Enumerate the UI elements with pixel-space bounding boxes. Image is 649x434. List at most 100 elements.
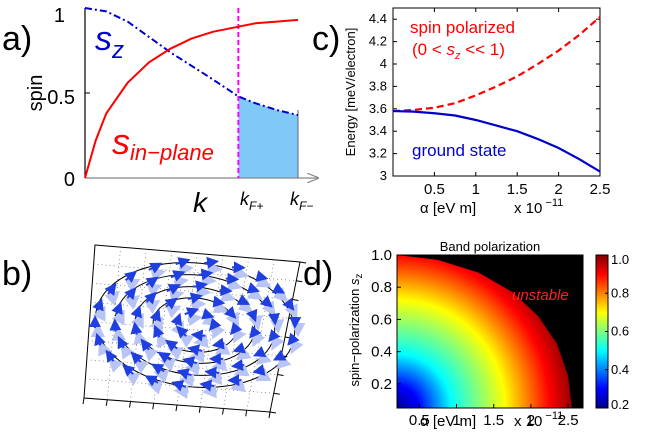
panel-b-spin-field [82,244,307,419]
spin-arrow [144,291,157,305]
y-tick-label: 1.0 [371,247,392,264]
x-axis-label: k [193,187,209,218]
tick-mark [299,261,307,264]
y-tick-label: 3.8 [369,78,387,93]
grid-line [92,282,293,300]
kf-minus-label: kF− [290,189,313,213]
spin-arrow [232,342,246,354]
annotation-formula: (0 < sz << 1) [412,40,505,62]
arrow-shadow [130,312,144,329]
tick-mark [296,280,303,283]
spin-arrow [130,305,142,319]
tick-mark [288,317,295,320]
tick-mark [198,406,201,413]
spin-arrow [259,295,273,308]
y-tick-label: 0.8 [371,279,392,296]
arrow-shadow [201,383,218,399]
spin-arrow [209,317,222,331]
spin-arrow [246,282,261,294]
x-axis-label: α [eV m] [420,200,476,217]
plot-frame [392,7,601,177]
y-tick-label: 0 [64,169,75,191]
spin-arrow [117,335,129,350]
spin-arrow [109,318,122,332]
spin-arrow [124,287,137,301]
arrow-shadow [201,312,218,327]
spin-arrow [157,351,172,364]
arrow-shadow [233,265,250,280]
arrow-shadow [212,323,226,340]
spin-arrow [252,345,267,357]
tick-mark [273,392,280,395]
tick-mark [222,408,224,415]
curve-ground state [392,109,601,173]
tick-mark [292,299,299,301]
spin-arrow [199,379,215,392]
spin-arrow [182,356,198,369]
arrow-shadow [237,298,254,314]
arrow-shadow [201,272,217,288]
kf-plus-label: kF+ [240,189,263,213]
arrow-shadow [235,346,252,361]
arrow-shadow [212,299,229,313]
spin-arrow [148,262,163,274]
arrow-shadow [187,311,203,327]
annotation-ground-state: ground state [412,141,507,160]
arrow-shadow [193,333,209,349]
spin-arrow [255,270,269,282]
spin-arrow [187,292,203,305]
y-tick-label: 1 [54,5,65,27]
spin-arrow [268,329,281,343]
x-tick-label: 2 [527,412,535,429]
arrow-shadow [160,358,177,372]
arrow-shadow [124,278,141,292]
spin-arrow [171,380,187,392]
panel-label-a: a) [2,20,32,58]
y-tick-label: 0.4 [371,344,392,361]
spin-arrow [166,284,181,295]
spin-arrow [287,332,300,346]
spin-arrow [122,364,136,377]
arrow-shadow [233,327,247,344]
spin-arrow [165,339,179,352]
spin-arrow [204,256,220,269]
spin-arrow [223,305,237,319]
spin-arrow [187,344,203,357]
spin-arrow [198,268,214,281]
arrow-shadow [104,290,121,306]
arrow-shadow [150,267,167,282]
y-tick-label: 4.2 [369,34,387,49]
arrow-shadow [153,369,170,384]
arrow-shadow [144,299,161,314]
spin-arrow [175,325,189,339]
x-multiplier: x 10 −11 [514,197,563,217]
x-axis-label: α [eV m] [420,413,476,430]
spin-arrow [230,359,244,371]
spin-arrow [230,321,243,336]
sin-plane-label: sin−plane [112,121,214,165]
spin-arrow [184,307,200,319]
y-axis-label: spin−polarization sz [347,273,365,386]
tick-mark [245,410,248,417]
colorbar-tick-label: 0.6 [611,324,629,339]
spin-arrow [204,366,220,379]
spin-arrow [124,270,138,283]
y-tick-label: 0.2 [371,376,392,393]
curve-s_z [84,7,299,117]
spin-arrow [271,282,286,294]
y-tick-label: 3.6 [369,101,387,116]
grid-line [199,255,224,407]
arrow-shadow [252,331,266,348]
arrow-shadow [255,368,272,382]
panel-d-band-polarization-heatmap: 0.5 1 1.5 2 2.5 0.2 0.4 0.6 0.8 1.0 Band polarizat… [347,239,629,430]
arrow-shadow [179,372,195,388]
y-tick-label: 4.4 [369,11,387,26]
arrow-shadow [211,357,228,372]
spin-arrow [282,297,295,311]
tick-mark [277,374,284,376]
tick-mark [82,397,85,405]
y-tick-label: 3 [380,168,387,183]
tick-mark [152,403,155,410]
spin-arrow [252,364,266,376]
x-tick-label: 1 [472,181,480,198]
